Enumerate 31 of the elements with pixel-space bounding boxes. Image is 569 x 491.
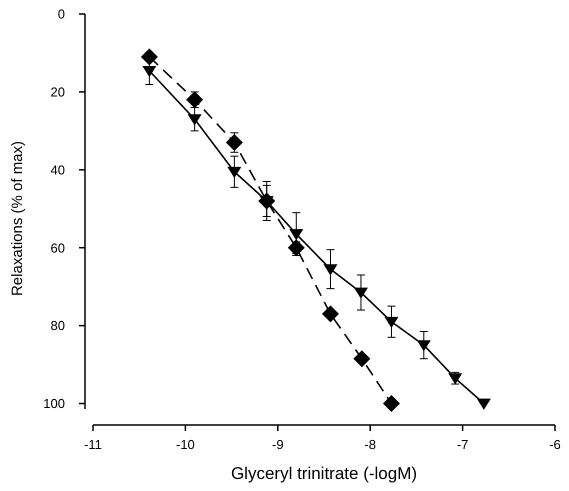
x-tick-label: -7 <box>456 437 468 452</box>
y-tick-label: 60 <box>50 240 65 256</box>
x-tick-label: -11 <box>84 437 102 452</box>
x-tick-label: -8 <box>364 437 376 452</box>
x-tick-label: -9 <box>272 437 284 452</box>
point <box>476 398 491 410</box>
point <box>382 395 400 412</box>
point <box>322 305 339 322</box>
y-tick-label: 0 <box>58 6 65 22</box>
point <box>416 340 431 352</box>
point <box>227 166 242 178</box>
y-axis-title: Relaxations (% of max) <box>9 140 26 296</box>
point <box>186 91 204 108</box>
x-tick-label: -10 <box>176 437 195 452</box>
point <box>140 48 158 66</box>
point <box>448 373 462 385</box>
x-axis-title: Glyceryl trinitrate (-logM) <box>230 464 418 483</box>
point <box>226 134 243 152</box>
x-tick-label: -6 <box>549 437 561 452</box>
point <box>289 229 304 240</box>
point <box>353 350 370 368</box>
point <box>354 288 368 299</box>
point <box>288 239 305 256</box>
y-tick-label: 80 <box>50 318 65 334</box>
y-tick-label: 100 <box>43 396 65 412</box>
point <box>323 264 338 276</box>
point <box>142 66 156 78</box>
y-tick-label: 40 <box>50 162 65 178</box>
point <box>188 114 202 126</box>
y-tick-label: 20 <box>50 84 65 100</box>
point <box>384 316 398 328</box>
